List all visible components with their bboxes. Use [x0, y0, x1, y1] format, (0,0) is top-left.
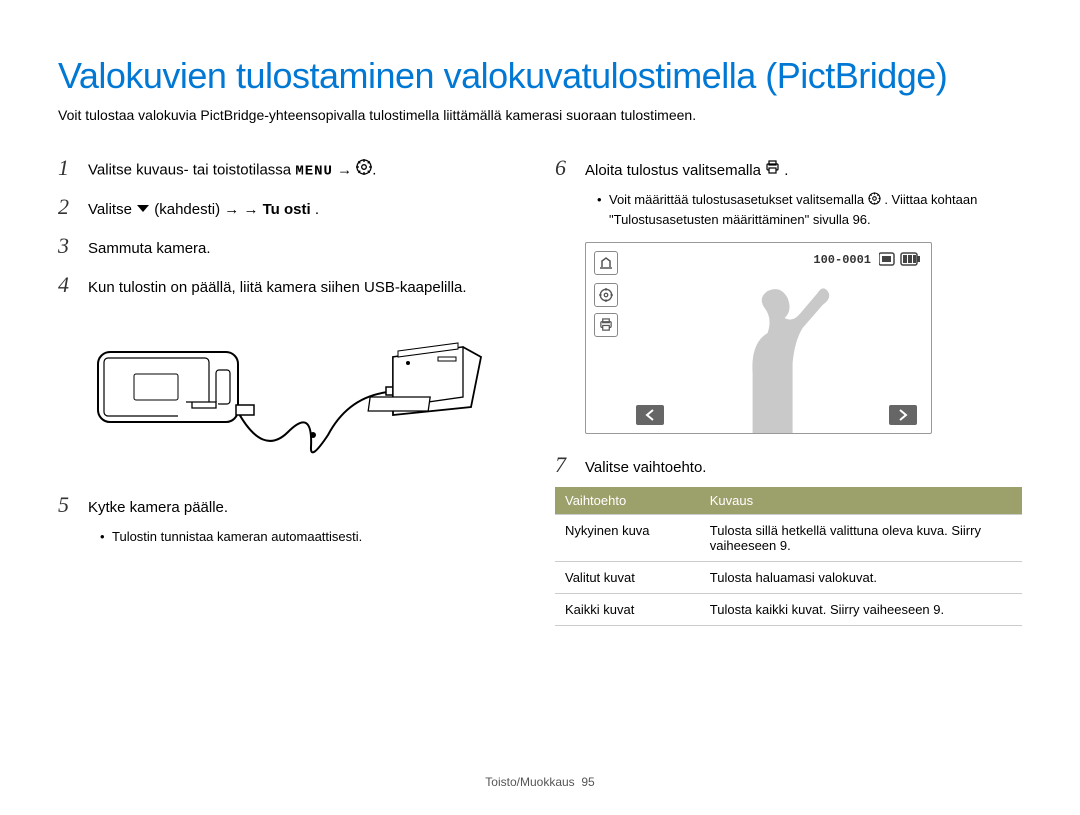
step-text: Valitse kuvaus- tai toistotilassa	[88, 162, 295, 179]
table-cell-option: Kaikki kuvat	[555, 593, 700, 625]
step-number: 4	[58, 268, 76, 301]
table-cell-desc: Tulosta sillä hetkellä valittuna oleva k…	[700, 514, 1022, 561]
menu-label: MENU	[295, 164, 333, 180]
step-number: 5	[58, 488, 76, 521]
chevron-down-icon	[136, 199, 150, 222]
table-cell-option: Valitut kuvat	[555, 561, 700, 593]
gear-icon	[868, 191, 881, 211]
left-column: 1 Valitse kuvaus- tai toistotilassa MENU…	[58, 151, 525, 626]
step-text: Kun tulostin on päällä, liitä kamera sii…	[88, 277, 525, 300]
printer-icon	[765, 160, 780, 183]
table-header-description: Kuvaus	[700, 487, 1022, 515]
gear-icon	[594, 283, 618, 307]
options-table: Vaihtoehto Kuvaus Nykyinen kuva Tulosta …	[555, 487, 1022, 626]
step-number: 3	[58, 229, 76, 262]
screen-preview: 100-0001	[585, 242, 932, 434]
arrow-text: →	[337, 162, 356, 179]
next-arrow-button[interactable]	[889, 405, 917, 425]
step-text: Valitse	[88, 201, 136, 218]
connection-illustration	[88, 317, 525, 472]
step-text: Aloita tulostus valitsemalla	[585, 162, 765, 179]
step-6: 6 Aloita tulostus valitsemalla .	[555, 151, 1022, 184]
step-number: 6	[555, 151, 573, 184]
step-number: 7	[555, 448, 573, 481]
step-5-bullet: Tulostin tunnistaa kameran automaattises…	[100, 527, 525, 547]
table-row: Kaikki kuvat Tulosta kaikki kuvat. Siirr…	[555, 593, 1022, 625]
step-5: 5 Kytke kamera päälle.	[58, 488, 525, 521]
page-title: Valokuvien tulostaminen valokuvatulostim…	[58, 55, 1022, 97]
table-cell-desc: Tulosta haluamasi valokuvat.	[700, 561, 1022, 593]
page-footer: Toisto/Muokkaus 95	[0, 775, 1080, 789]
step-6-bullet: Voit määrittää tulostusasetukset valitse…	[597, 190, 1022, 230]
table-cell-option: Nykyinen kuva	[555, 514, 700, 561]
step-7: 7 Valitse vaihtoehto.	[555, 448, 1022, 481]
silhouette-icon	[672, 273, 852, 433]
step-text: Kytke kamera päälle.	[88, 497, 525, 520]
right-column: 6 Aloita tulostus valitsemalla . Voit mä…	[555, 151, 1022, 626]
step-text: .	[784, 162, 788, 179]
step-4: 4 Kun tulostin on päällä, liitä kamera s…	[58, 268, 525, 301]
step-text: (kahdesti) →	[154, 201, 243, 218]
step-2: 2 Valitse (kahdesti) → → Tu osti .	[58, 190, 525, 223]
step-number: 1	[58, 151, 76, 184]
step-number: 2	[58, 190, 76, 223]
intro-text: Voit tulostaa valokuvia PictBridge-yhtee…	[58, 107, 1022, 123]
step-text: .	[315, 201, 319, 218]
prev-arrow-button[interactable]	[636, 405, 664, 425]
step-1: 1 Valitse kuvaus- tai toistotilassa MENU…	[58, 151, 525, 184]
printer-icon	[594, 313, 618, 337]
step-text: →	[243, 201, 262, 218]
gear-icon	[356, 159, 372, 183]
table-row: Nykyinen kuva Tulosta sillä hetkellä val…	[555, 514, 1022, 561]
step-text: Valitse vaihtoehto.	[585, 457, 1022, 480]
table-row: Valitut kuvat Tulosta haluamasi valokuva…	[555, 561, 1022, 593]
step-text: Sammuta kamera.	[88, 238, 525, 261]
pictbridge-icon	[594, 251, 618, 275]
battery-icon	[879, 251, 921, 272]
table-header-option: Vaihtoehto	[555, 487, 700, 515]
step-text-bold: Tu osti	[263, 201, 311, 218]
step-3: 3 Sammuta kamera.	[58, 229, 525, 262]
image-counter: 100-0001	[813, 253, 871, 267]
table-cell-desc: Tulosta kaikki kuvat. Siirry vaiheeseen …	[700, 593, 1022, 625]
